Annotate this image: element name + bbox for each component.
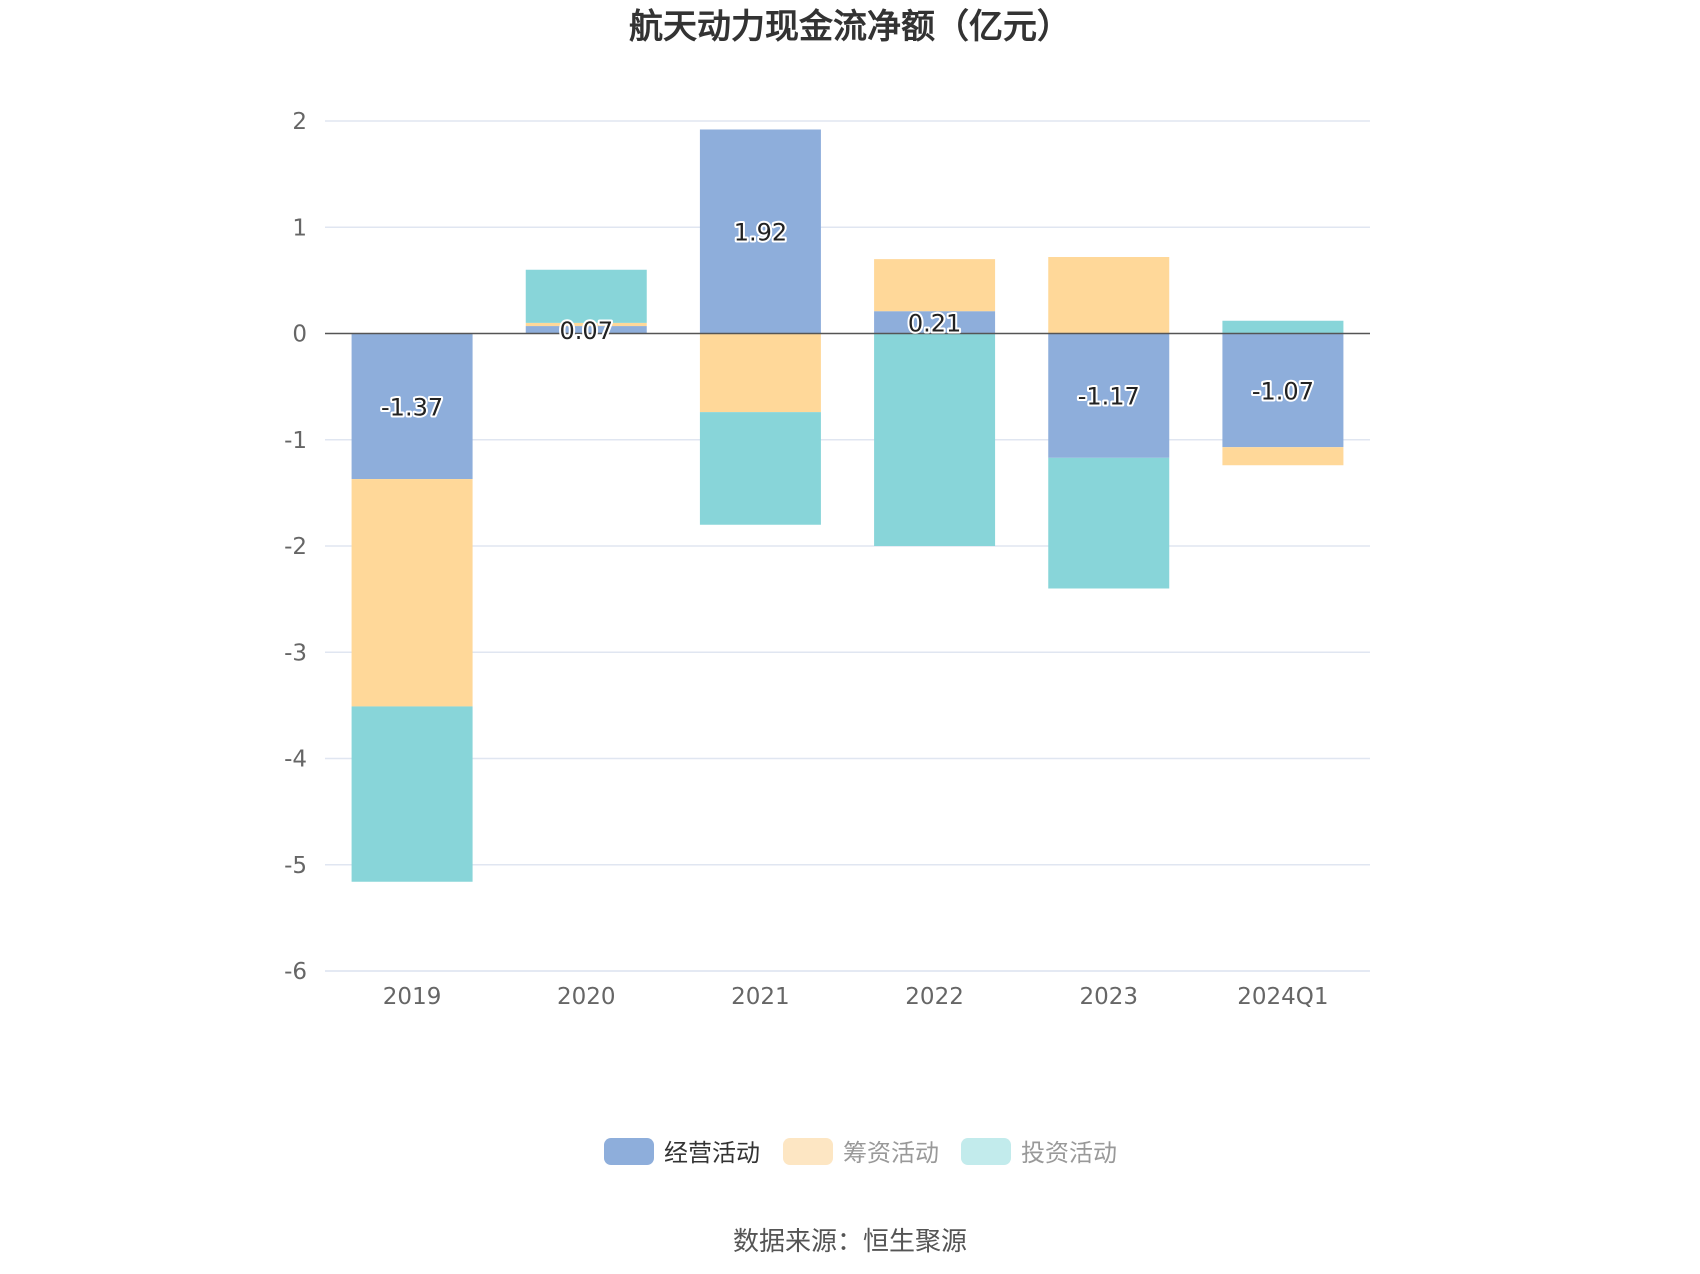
data-label: -1.07 [1252,377,1314,405]
y-tick-label: -2 [284,534,307,560]
bar-segment[interactable] [525,322,647,327]
data-label: 1.92 [734,219,787,247]
x-tick-label: 2022 [905,984,964,1010]
bar-segment[interactable] [874,333,996,547]
x-tick-label: 2024Q1 [1237,984,1328,1010]
legend: 经营活动 筹资活动 投资活动 [604,1138,1117,1167]
legend-label: 经营活动 [664,1139,760,1167]
y-axis-tick-labels: 2 1 0 -1 -2 -3 -4 -5 -6 [284,109,307,985]
bars [351,129,1344,882]
bar-segment[interactable] [351,333,473,480]
bar-segment[interactable] [1222,320,1344,334]
bar-segment[interactable] [525,269,647,323]
bar-segment[interactable] [351,479,473,707]
legend-item[interactable]: 经营活动 [604,1138,760,1167]
data-label: 0.07 [560,317,613,345]
x-tick-label: 2023 [1079,984,1138,1010]
x-tick-label: 2019 [383,984,442,1010]
bar-segment[interactable] [699,412,821,525]
y-tick-label: -1 [284,428,307,454]
data-label: -1.37 [381,393,443,421]
bar-segment[interactable] [351,706,473,882]
x-tick-label: 2021 [731,984,790,1010]
y-tick-label: -4 [284,747,307,773]
data-label: 0.21 [908,309,961,337]
bar-segment[interactable] [874,311,996,334]
legend-label: 筹资活动 [843,1139,939,1167]
bar-segment[interactable] [699,129,821,334]
y-tick-label: 1 [292,215,307,241]
legend-swatch [604,1138,654,1165]
bar-segment[interactable] [525,326,647,334]
y-tick-label: -5 [284,853,307,879]
y-tick-label: 0 [292,322,307,348]
legend-swatch [783,1138,833,1165]
data-labels: -1.37 0.07 1.92 0.21 -1.17 -1.07 [379,217,1316,424]
bar-segment[interactable] [1222,447,1344,466]
x-axis-tick-labels: 2019 2020 2021 2022 2023 2024Q1 [383,984,1329,1010]
x-tick-label: 2020 [557,984,616,1010]
y-tick-label: -6 [284,959,307,985]
bar-segment[interactable] [874,259,996,312]
grid-lines [325,120,1370,972]
legend-label: 投资活动 [1021,1139,1117,1167]
legend-swatch [961,1138,1011,1165]
source-note: 数据来源：恒生聚源 [733,1227,967,1257]
y-tick-label: 2 [292,109,307,135]
legend-item[interactable]: 投资活动 [961,1138,1117,1167]
bar-segment[interactable] [1048,457,1170,589]
bar-segment[interactable] [1222,333,1344,448]
zero-axis-line [325,332,1370,972]
chart-title: 航天动力现金流净额（亿元） [629,7,1071,47]
bar-segment[interactable] [699,333,821,413]
bar-segment[interactable] [1048,257,1170,334]
legend-item[interactable]: 筹资活动 [783,1138,939,1167]
data-label: -1.17 [1078,383,1140,411]
y-tick-label: -3 [284,640,307,666]
bar-segment[interactable] [1048,333,1170,458]
